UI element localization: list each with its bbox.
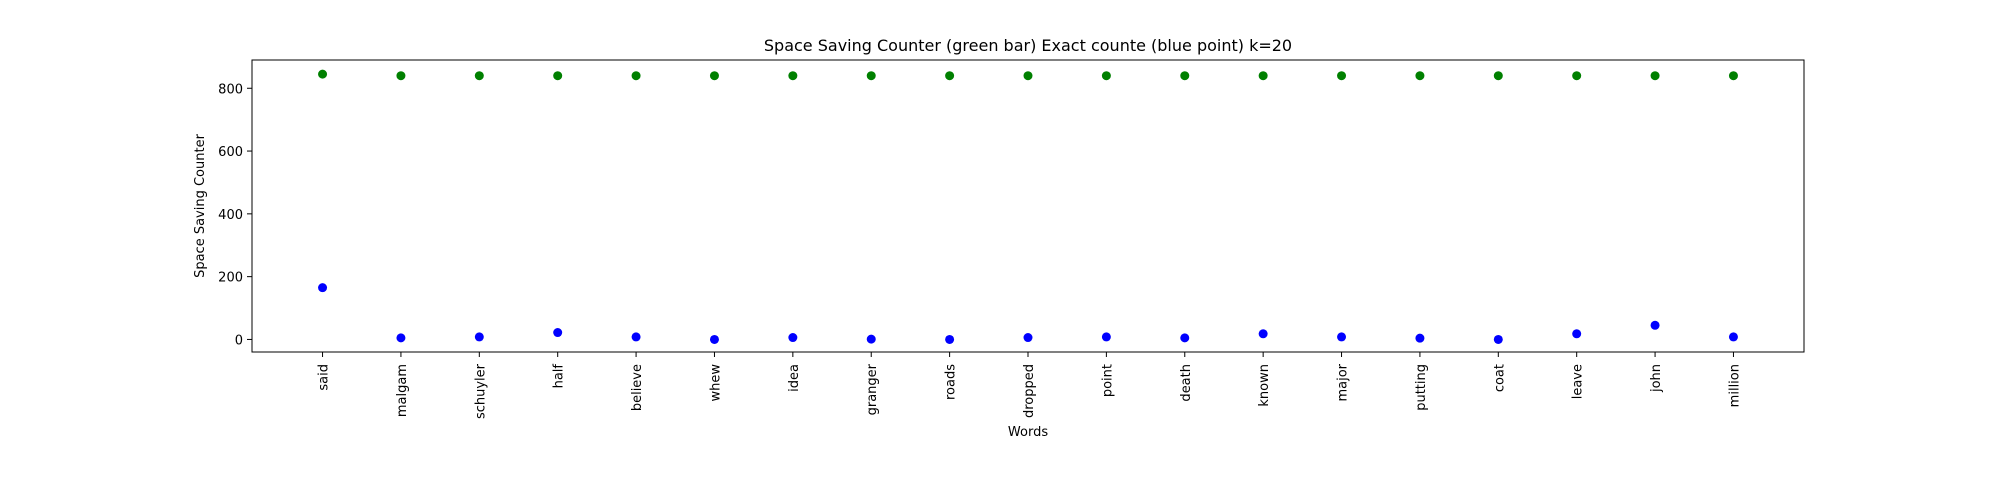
data-point — [1493, 71, 1503, 81]
y-tick-label: 200 — [218, 271, 243, 286]
x-tick-label: dropped — [1022, 364, 1037, 418]
data-point — [709, 334, 719, 344]
x-tick-label: said — [317, 364, 332, 391]
x-tick-label: major — [1336, 363, 1351, 401]
data-point — [1650, 71, 1660, 81]
x-tick-label: million — [1727, 364, 1742, 407]
x-tick-label: point — [1100, 364, 1115, 397]
data-point — [1101, 71, 1111, 81]
data-point — [788, 71, 798, 81]
data-point — [631, 71, 641, 81]
x-axis: said malgam schuyler half believe whew idea gra… — [317, 352, 1742, 419]
data-point — [1101, 332, 1111, 342]
data-point — [1415, 71, 1425, 81]
data-point — [1728, 71, 1738, 81]
data-point — [788, 333, 798, 343]
x-tick-label: believe — [630, 364, 645, 411]
data-point — [1023, 71, 1033, 81]
x-tick-label: whew — [708, 364, 723, 402]
data-point — [553, 71, 563, 81]
x-tick-label: idea — [787, 364, 802, 392]
data-point — [1258, 329, 1268, 339]
data-point — [318, 283, 328, 293]
x-tick-label: granger — [865, 363, 880, 415]
data-point — [1493, 334, 1503, 344]
series-1 — [318, 283, 1738, 344]
data-point — [396, 333, 406, 343]
x-tick-label: known — [1257, 364, 1272, 407]
data-points — [318, 69, 1738, 344]
data-point — [1650, 320, 1660, 330]
data-point — [1337, 71, 1347, 81]
chart-title: Space Saving Counter (green bar) Exact c… — [764, 36, 1292, 55]
data-point — [1023, 333, 1033, 343]
x-tick-label: putting — [1414, 364, 1429, 411]
x-tick-label: half — [552, 364, 567, 389]
data-point — [1337, 332, 1347, 342]
data-point — [709, 71, 719, 81]
y-tick-label: 400 — [218, 208, 243, 223]
series-0 — [318, 69, 1738, 81]
y-axis: 0 200 400 600 800 — [218, 82, 252, 348]
data-point — [866, 71, 876, 81]
data-point — [318, 69, 328, 79]
data-point — [1180, 333, 1190, 343]
x-tick-label: malgam — [395, 364, 410, 417]
x-tick-label: coat — [1492, 364, 1507, 392]
x-tick-label: john — [1649, 364, 1664, 393]
x-tick-label: death — [1179, 364, 1194, 402]
plot-area — [251, 59, 1805, 353]
data-point — [1180, 71, 1190, 81]
y-axis-label: Space Saving Counter — [193, 133, 208, 277]
data-point — [474, 71, 484, 81]
data-point — [396, 71, 406, 81]
x-tick-label: roads — [944, 364, 959, 400]
data-point — [1728, 332, 1738, 342]
data-point — [866, 334, 876, 344]
data-point — [1415, 333, 1425, 343]
data-point — [631, 332, 641, 342]
x-tick-label: leave — [1571, 364, 1586, 399]
y-tick-label: 800 — [218, 82, 243, 97]
data-point — [1572, 329, 1582, 339]
data-point — [945, 71, 955, 81]
data-point — [474, 332, 484, 342]
data-point — [553, 328, 563, 338]
y-tick-label: 0 — [235, 333, 243, 348]
y-tick-label: 600 — [218, 145, 243, 160]
data-point — [945, 334, 955, 344]
data-point — [1258, 71, 1268, 81]
x-axis-label: Words — [1008, 425, 1048, 440]
x-tick-label: schuyler — [473, 363, 488, 419]
data-point — [1572, 71, 1582, 81]
